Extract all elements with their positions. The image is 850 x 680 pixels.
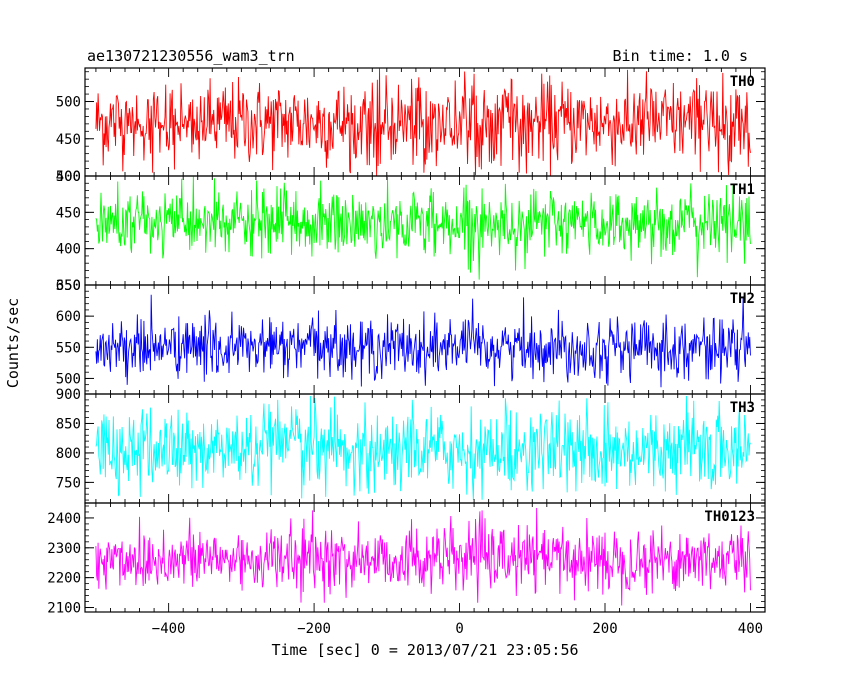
- y-tick-label: 2400: [47, 511, 81, 527]
- y-tick-label: 400: [56, 242, 81, 258]
- y-tick-label: 600: [56, 309, 81, 325]
- y-tick-label: 2200: [47, 571, 81, 587]
- panel-th3: 750 800 850 900 TH3: [56, 387, 766, 504]
- x-tick-label: 0: [455, 621, 463, 637]
- y-tick-label: 750: [56, 475, 81, 491]
- y-tick-label: 2300: [47, 541, 81, 557]
- panels-group: 400 450 500 TH0 350 400 450 500 TH1 500 550 600 650 T…: [47, 67, 766, 637]
- panel-label: TH0123: [704, 509, 755, 525]
- y-tick-label: 350: [56, 278, 81, 294]
- panel-th2: 500 550 600 650 TH2: [56, 278, 766, 395]
- panel-label: TH2: [730, 291, 755, 307]
- panel-label: TH1: [730, 182, 755, 198]
- y-tick-label: 800: [56, 446, 81, 462]
- bin-time-label: Bin time: 1.0 s: [613, 47, 748, 65]
- y-tick-label: 450: [56, 205, 81, 221]
- series-line-th1: [95, 176, 751, 280]
- y-tick-label: 2100: [47, 601, 81, 617]
- y-tick-label: 400: [56, 169, 81, 185]
- y-tick-label: 850: [56, 416, 81, 432]
- y-tick-label: 500: [56, 169, 81, 185]
- x-tick-label: 200: [592, 621, 617, 637]
- series-line-th2: [95, 294, 751, 388]
- panel-label: TH3: [730, 400, 755, 416]
- series-line-th3: [95, 395, 751, 500]
- y-tick-label: 500: [56, 95, 81, 111]
- y-axis-label: Counts/sec: [4, 298, 22, 388]
- y-tick-label: 450: [56, 132, 81, 148]
- y-tick-label: 650: [56, 278, 81, 294]
- panel-frame: [84, 502, 766, 613]
- x-tick-label: −200: [297, 621, 331, 637]
- y-tick-label: 500: [56, 371, 81, 387]
- x-axis-label: Time [sec] 0 = 2013/07/21 23:05:56: [271, 641, 578, 659]
- panel-th0123: 2100 2200 2300 2400 TH0123: [47, 502, 766, 617]
- series-line-th0: [95, 68, 751, 176]
- panel-label: TH0: [730, 74, 755, 90]
- x-tick-label: 400: [738, 621, 763, 637]
- panel-th1: 350 400 450 500 TH1: [56, 169, 766, 294]
- chart-title: ae130721230556_wam3_trn: [87, 47, 295, 65]
- series-line-th0123: [95, 507, 751, 606]
- x-tick-label: −400: [152, 621, 186, 637]
- y-tick-label: 900: [56, 387, 81, 403]
- panel-th0: 400 450 500 TH0: [56, 67, 766, 185]
- y-tick-label: 550: [56, 340, 81, 356]
